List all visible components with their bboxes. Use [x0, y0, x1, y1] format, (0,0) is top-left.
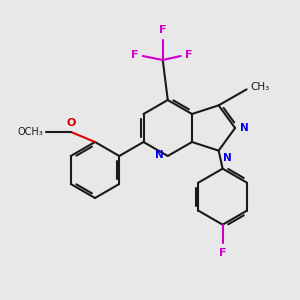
Text: N: N	[155, 150, 164, 160]
Text: CH₃: CH₃	[250, 82, 270, 92]
Text: F: F	[219, 248, 226, 258]
Text: O: O	[66, 118, 76, 128]
Text: F: F	[131, 50, 139, 60]
Text: OCH₃: OCH₃	[17, 127, 43, 137]
Text: F: F	[159, 25, 166, 35]
Text: F: F	[185, 50, 192, 60]
Text: N: N	[223, 153, 231, 163]
Text: N: N	[240, 123, 249, 133]
